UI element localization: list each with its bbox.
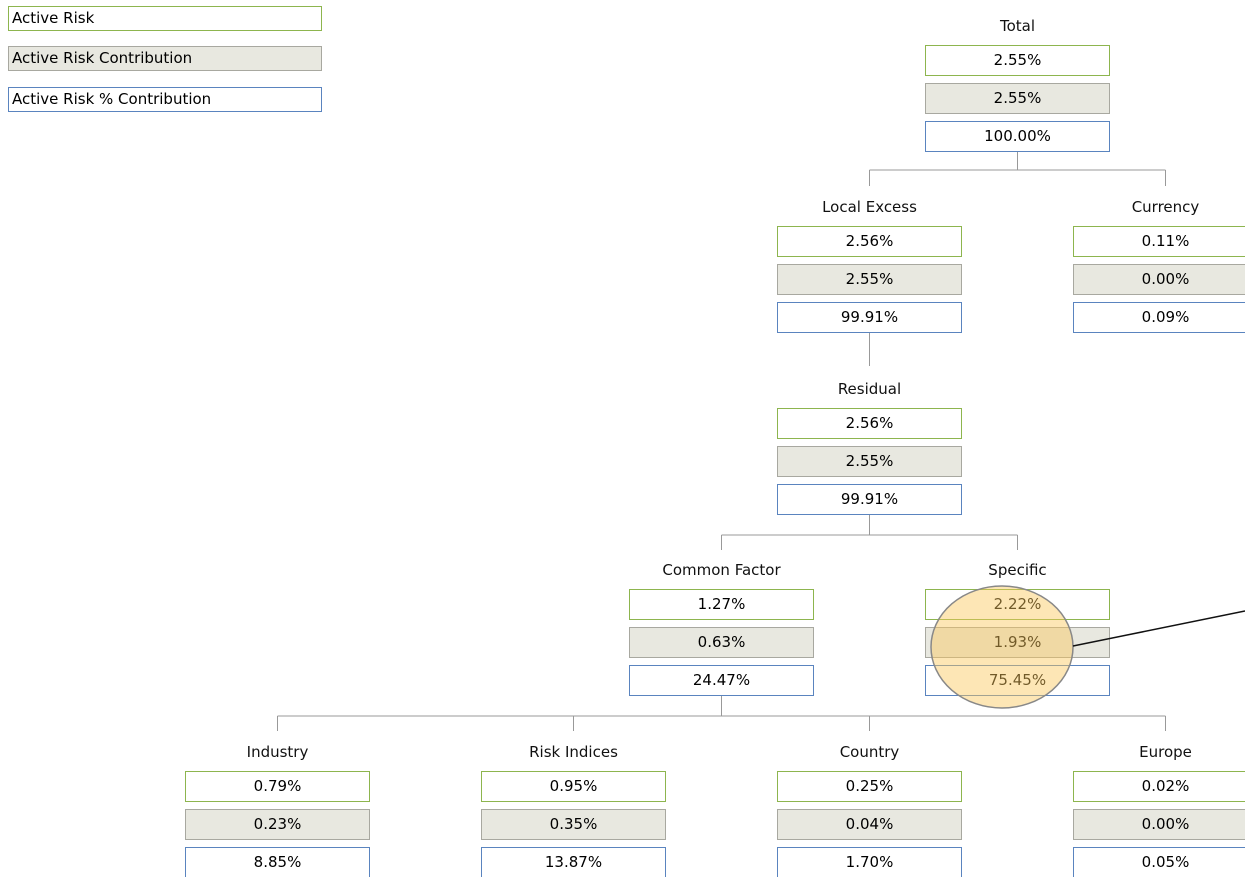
node-value: 0.63% bbox=[629, 627, 814, 658]
connector bbox=[721, 515, 1018, 550]
node-label: Common Factor bbox=[662, 561, 781, 579]
node-value: 1.70% bbox=[777, 847, 962, 877]
node-value: 0.09% bbox=[1073, 302, 1245, 333]
connector bbox=[869, 152, 1166, 186]
node-value: 0.00% bbox=[1073, 809, 1245, 840]
node-value: 2.56% bbox=[777, 408, 962, 439]
node-value: 24.47% bbox=[629, 665, 814, 696]
node-label: Industry bbox=[246, 743, 309, 761]
node-value: 75.45% bbox=[925, 665, 1110, 696]
legend-item: Active Risk Contribution bbox=[8, 46, 322, 71]
node-value: 100.00% bbox=[925, 121, 1110, 152]
node-value: 0.00% bbox=[1073, 264, 1245, 295]
node-value: 0.35% bbox=[481, 809, 666, 840]
node-value: 1.27% bbox=[629, 589, 814, 620]
node-value: 0.02% bbox=[1073, 771, 1245, 802]
callout-line bbox=[1072, 610, 1245, 647]
node-value: 2.22% bbox=[925, 589, 1110, 620]
node-value: 0.95% bbox=[481, 771, 666, 802]
node-value: 8.85% bbox=[185, 847, 370, 877]
node-label: Europe bbox=[1139, 743, 1192, 761]
legend-item: Active Risk % Contribution bbox=[8, 87, 322, 112]
node-value: 99.91% bbox=[777, 302, 962, 333]
node-value: 0.23% bbox=[185, 809, 370, 840]
node-value: 2.56% bbox=[777, 226, 962, 257]
node-label: Total bbox=[999, 17, 1036, 35]
node-value: 13.87% bbox=[481, 847, 666, 877]
node-label: Currency bbox=[1131, 198, 1200, 216]
node-label: Local Excess bbox=[822, 198, 917, 216]
node-label: Specific bbox=[988, 561, 1047, 579]
node-label: Residual bbox=[837, 380, 902, 398]
node-value: 0.25% bbox=[777, 771, 962, 802]
node-value: 2.55% bbox=[777, 446, 962, 477]
node-value: 0.05% bbox=[1073, 847, 1245, 877]
node-value: 0.79% bbox=[185, 771, 370, 802]
node-value: 2.55% bbox=[925, 45, 1110, 76]
node-label: Risk Indices bbox=[529, 743, 618, 761]
node-value: 0.04% bbox=[777, 809, 962, 840]
legend-item: Active Risk bbox=[8, 6, 322, 31]
node-value: 2.55% bbox=[925, 83, 1110, 114]
connector bbox=[277, 696, 1166, 731]
node-value: 1.93% bbox=[925, 627, 1110, 658]
node-label: Country bbox=[839, 743, 900, 761]
highlight bbox=[930, 585, 1074, 709]
node-value: 0.11% bbox=[1073, 226, 1245, 257]
node-value: 2.55% bbox=[777, 264, 962, 295]
node-value: 99.91% bbox=[777, 484, 962, 515]
